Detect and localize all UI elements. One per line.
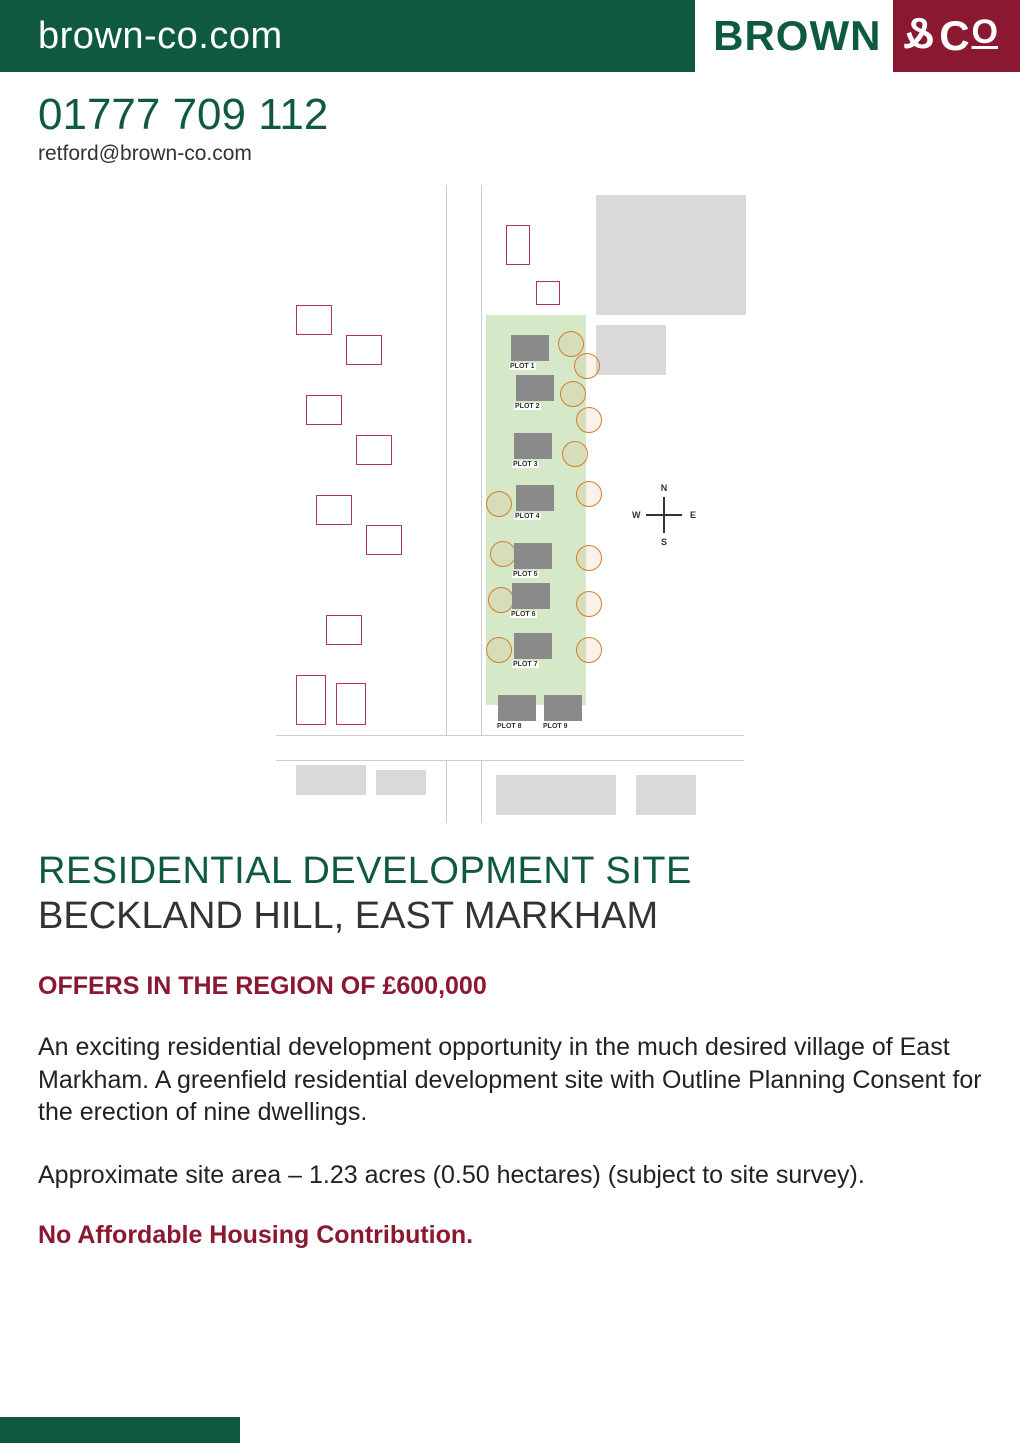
contact-email: retford@brown-co.com <box>38 142 982 166</box>
map-tree-icon <box>576 545 602 571</box>
compass-rose: N S E W <box>634 485 694 545</box>
map-plot-label: PLOT 2 <box>514 403 541 410</box>
map-context-building <box>636 775 696 815</box>
map-context-outline <box>296 675 326 725</box>
map-plot-building <box>514 433 552 459</box>
listing-subtitle: BECKLAND HILL, EAST MARKHAM <box>38 895 982 938</box>
map-tree-icon <box>576 481 602 507</box>
compass-w: W <box>632 510 641 520</box>
site-plan-map: N S E W PLOT 1 PLOT 2 PLOT 3 PLOT 4 PLOT 5 PL… <box>275 184 745 824</box>
map-plot-building <box>514 633 552 659</box>
compass-n: N <box>661 483 668 493</box>
map-context-building <box>376 770 426 795</box>
map-plot-building <box>514 543 552 569</box>
map-tree-icon <box>486 637 512 663</box>
page-content: 01777 709 112 retford@brown-co.com N S E… <box>0 72 1020 1250</box>
description-paragraph-2: Approximate site area – 1.23 acres (0.50… <box>38 1159 982 1192</box>
compass-cross-icon <box>646 497 682 533</box>
map-road-horizontal <box>276 735 744 761</box>
map-tree-icon <box>562 441 588 467</box>
map-plot-label: PLOT 5 <box>512 571 539 578</box>
map-context-outline <box>356 435 392 465</box>
map-tree-icon <box>574 353 600 379</box>
map-plot-label: PLOT 4 <box>514 513 541 520</box>
map-plot-label: PLOT 7 <box>512 661 539 668</box>
map-tree-icon <box>576 637 602 663</box>
header-bar: brown-co.com BROWN & C O <box>0 0 1020 72</box>
map-context-outline <box>346 335 382 365</box>
map-context-outline <box>306 395 342 425</box>
map-context-outline <box>366 525 402 555</box>
price-line: OFFERS IN THE REGION OF £600,000 <box>38 972 982 1001</box>
map-plot-label: PLOT 3 <box>512 461 539 468</box>
listing-title: RESIDENTIAL DEVELOPMENT SITE <box>38 850 982 893</box>
highlight-line: No Affordable Housing Contribution. <box>38 1221 982 1250</box>
logo-text-c: C <box>939 12 969 60</box>
logo-left-panel: BROWN <box>695 0 893 72</box>
logo-right-panel: & C O <box>893 0 1020 72</box>
website-url: brown-co.com <box>0 15 283 58</box>
footer-accent-bar <box>0 1417 240 1443</box>
map-plot-building <box>516 375 554 401</box>
site-plan-container: N S E W PLOT 1 PLOT 2 PLOT 3 PLOT 4 PLOT 5 PL… <box>38 184 982 824</box>
map-tree-icon <box>488 587 514 613</box>
map-road-vertical <box>446 185 482 823</box>
map-tree-icon <box>576 591 602 617</box>
map-context-building <box>496 775 616 815</box>
map-plot-label: PLOT 6 <box>510 611 537 618</box>
compass-s: S <box>661 537 667 547</box>
map-context-outline <box>506 225 530 265</box>
map-tree-icon <box>486 491 512 517</box>
map-context-outline <box>536 281 560 305</box>
map-tree-icon <box>558 331 584 357</box>
map-tree-icon <box>560 381 586 407</box>
map-plot-building <box>498 695 536 721</box>
logo-text-o: O <box>972 13 998 52</box>
logo-ampersand: & <box>903 9 935 59</box>
map-plot-label: PLOT 1 <box>509 363 536 370</box>
map-context-outline <box>336 683 366 725</box>
contact-phone: 01777 709 112 <box>38 90 982 140</box>
description-paragraph-1: An exciting residential development oppo… <box>38 1031 982 1129</box>
map-context-building <box>596 195 746 315</box>
map-context-building <box>596 325 666 375</box>
map-context-outline <box>326 615 362 645</box>
logo-text-brown: BROWN <box>713 12 881 60</box>
map-plot-building <box>512 583 550 609</box>
map-context-outline <box>316 495 352 525</box>
map-plot-building <box>544 695 582 721</box>
map-tree-icon <box>490 541 516 567</box>
map-context-outline <box>296 305 332 335</box>
company-logo: BROWN & C O <box>695 0 1020 72</box>
map-tree-icon <box>576 407 602 433</box>
map-plot-building <box>511 335 549 361</box>
map-context-building <box>296 765 366 795</box>
map-plot-label: PLOT 9 <box>542 723 569 730</box>
compass-e: E <box>690 510 696 520</box>
map-plot-label: PLOT 8 <box>496 723 523 730</box>
map-plot-building <box>516 485 554 511</box>
